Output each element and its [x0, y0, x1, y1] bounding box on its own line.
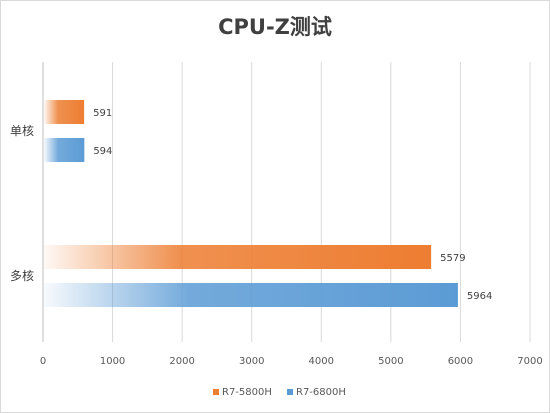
- bar: [44, 283, 458, 307]
- x-tick-label: 0: [40, 356, 46, 367]
- x-tick-label: 7000: [517, 356, 542, 367]
- category-label: 单核: [10, 124, 34, 138]
- bar: [44, 138, 85, 162]
- bar: [44, 245, 432, 269]
- legend-label: R7-5800H: [222, 387, 272, 398]
- legend-label: R7-6800H: [296, 387, 346, 398]
- data-label: 591: [93, 108, 112, 119]
- x-tick-label: 2000: [169, 356, 194, 367]
- data-label: 594: [93, 146, 112, 157]
- x-tick-label: 5000: [378, 356, 403, 367]
- x-tick-labels: 0 1000 2000 3000 4000 5000 6000 7000: [40, 356, 543, 367]
- data-label: 5964: [467, 291, 492, 302]
- bars: [44, 100, 458, 307]
- x-tick-label: 4000: [309, 356, 334, 367]
- x-tick-label: 3000: [239, 356, 264, 367]
- legend-swatch: [287, 389, 293, 395]
- category-label: 多核: [10, 269, 34, 283]
- data-labels: 591 594 5579 5964: [93, 108, 492, 302]
- chart-title: CPU-Z测试: [218, 15, 332, 39]
- x-tick-label: 1000: [100, 356, 125, 367]
- legend-swatch: [213, 389, 219, 395]
- bar: [44, 100, 85, 124]
- data-label: 5579: [440, 253, 465, 264]
- x-tick-label: 6000: [448, 356, 473, 367]
- legend: R7-5800H R7-6800H: [213, 387, 346, 398]
